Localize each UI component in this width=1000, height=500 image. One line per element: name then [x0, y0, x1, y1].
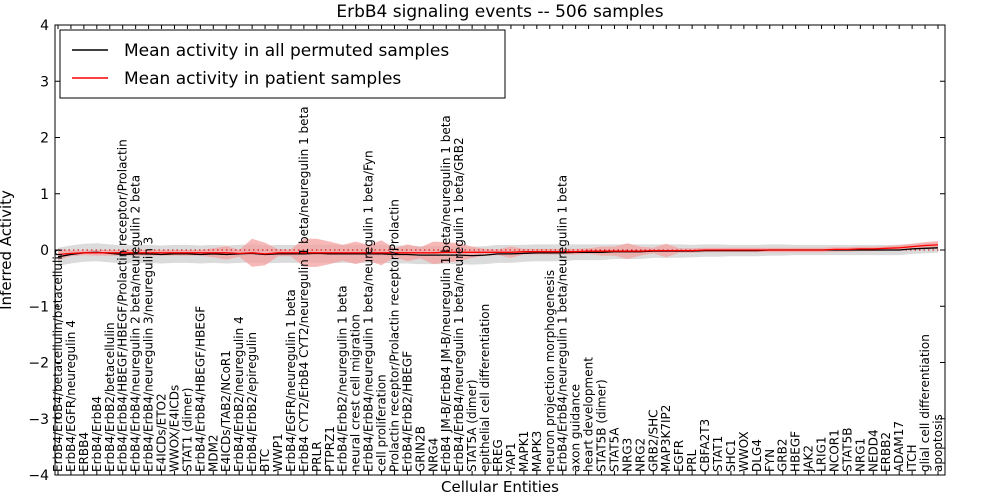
x-category-label: EREG: [491, 439, 505, 472]
legend-box: [59, 29, 506, 99]
y-tick-label: −1: [28, 299, 49, 315]
y-axis: −4 −3 −2 −1 0 1 2 3 4: [28, 18, 945, 484]
plot-area: [55, 238, 945, 267]
x-category-label: ErbB4/ErbB4/betacellulin/betacellulin: [51, 249, 65, 472]
legend-label-patient: Mean activity in patient samples: [124, 69, 401, 89]
x-category-label: MAPK3: [530, 431, 544, 472]
legend-label-permuted: Mean activity in all permuted samples: [124, 41, 449, 61]
x-category-label: WWOX: [737, 431, 751, 472]
y-tick-label: −2: [28, 356, 49, 372]
x-category-label: ErbB4/ErbB4/HBEGF/HBEGF: [193, 306, 207, 472]
x-category-label: ErbB4/ErbB4/neuregulin 2 beta/neuregulin…: [129, 175, 143, 472]
x-category-label: epithelial cell differentiation: [478, 304, 492, 472]
x-category-label: NRG2: [633, 438, 647, 472]
x-category-label: HBEGF: [789, 431, 803, 472]
x-category-label: ErbB4/ErbB4/HBEGF/HBEGF/Prolactin recept…: [116, 139, 130, 472]
x-category-label: STAT5B (dimer): [595, 379, 609, 472]
x-category-label: ErbB4/ErbB2/HBEGF: [400, 351, 414, 472]
x-category-label: STAT5B: [840, 427, 854, 472]
x-category-label: ErbB4/ErbB4/neuregulin 3/neuregulin 3: [142, 237, 156, 472]
x-category-label: PTPRZ1: [323, 426, 337, 472]
x-category-label: STAT1 (dimer): [180, 388, 194, 472]
x-category-label: WWP1: [271, 433, 285, 472]
y-tick-label: 3: [40, 74, 49, 90]
x-category-label: NEDD4: [866, 429, 880, 472]
x-category-label: NCOR1: [828, 429, 842, 472]
x-category-label: ErbB4/ErbB4: [90, 396, 104, 472]
x-category-label: ADAM17: [892, 421, 906, 472]
y-tick-label: 4: [40, 18, 49, 34]
chart-title: ErbB4 signaling events -- 506 samples: [336, 2, 663, 22]
x-category-label: ErbB4/ErbB2/neuregulin 4: [232, 316, 246, 472]
x-category-label: ErbB4/ErbB2/neuregulin 1 beta: [336, 285, 350, 472]
x-category-label: MAP3K7IP2: [659, 405, 673, 472]
x-category-label: heart development: [582, 357, 596, 472]
x-category-label: apoptosis: [931, 414, 945, 472]
x-category-label: NRG1: [853, 438, 867, 472]
x-category-label: STAT5A: [608, 427, 622, 472]
x-category-label: E4ICDs/ETO2: [155, 393, 169, 472]
x-category-label: MAPK1: [517, 431, 531, 472]
y-tick-label: −3: [28, 412, 49, 428]
x-category-label: MDM2: [206, 434, 220, 472]
x-category-label: GRB2/SHC: [646, 409, 660, 472]
x-category-label: GRB2: [776, 438, 790, 472]
x-category-label: PRLR: [310, 441, 324, 472]
x-category-label: cell proliferation: [375, 374, 389, 472]
x-category-label: ERBB4: [77, 432, 91, 472]
x-category-label: ERBB2: [879, 432, 893, 472]
x-category-label: PRL: [685, 449, 699, 472]
x-category-label: NRG4: [426, 438, 440, 472]
x-category-label: ErbB4/EGFR/neuregulin 4: [64, 320, 78, 472]
x-category-label: E4ICDs/TAB2/NCoR1: [219, 350, 233, 472]
x-category-label: glial cell differentiation: [918, 334, 932, 472]
plot-frame: [54, 24, 946, 476]
x-category-label: CBFA2T3: [698, 419, 712, 472]
x-category-label: ErbB4/EGFR/neuregulin 1 beta: [284, 289, 298, 472]
x-category-label: EGFR: [672, 440, 686, 472]
y-tick-label: 0: [40, 243, 49, 259]
x-category-label: ErbB4 JM-B/ErbB4 JM-B/neuregulin 1 beta/…: [439, 115, 453, 472]
x-category-label: neuron projection morphogenesis: [543, 270, 557, 472]
x-category-label: BTC: [258, 449, 272, 472]
x-category-label: ErbB4/ErbB2/betacellulin: [103, 322, 117, 472]
x-axis: ErbB4/ErbB4/betacellulin/betacellulinErb…: [51, 25, 945, 475]
y-tick-label: 1: [40, 187, 49, 203]
x-category-label: Prolactin receptor/Prolactin receptor/Pr…: [388, 199, 402, 472]
y-axis-label: Inferred Activity: [0, 190, 15, 310]
x-axis-label: Cellular Entities: [441, 478, 559, 496]
x-category-label: ErbB4/ErbB2/epiregulin: [245, 332, 259, 472]
x-category-label: ErbB4 CYT2/ErbB4 CYT2/neuregulin 1 beta/…: [297, 106, 311, 472]
x-category-label: ErbB4/ErbB4/neuregulin 1 beta/neuregulin…: [452, 137, 466, 472]
x-category-label: axon guidance: [569, 384, 583, 472]
x-category-label: GRIN2B: [413, 426, 427, 472]
x-category-label: neural crest cell migration: [349, 314, 363, 472]
y-tick-label: −4: [28, 468, 49, 484]
x-category-label: WWOX/E4ICDs: [168, 385, 182, 472]
x-category-label: NRG3: [620, 438, 634, 472]
y-tick-label: 2: [40, 131, 49, 147]
legend: Mean activity in all permuted samples Me…: [59, 29, 506, 99]
x-category-label: LRIG1: [815, 436, 829, 472]
x-category-label: SHC1: [724, 439, 738, 472]
x-category-label: JAK2: [802, 445, 816, 473]
x-category-label: STAT1: [711, 436, 725, 472]
x-category-label: STAT5A (dimer): [465, 379, 479, 472]
x-category-label: ErbB4/ErbB4/neuregulin 1 beta/neuregulin…: [556, 175, 570, 472]
series-line-patient: [57, 244, 939, 256]
x-category-label: FYN: [763, 449, 777, 472]
x-category-label: YAP1: [504, 442, 518, 472]
x-category-label: ITCH: [905, 444, 919, 472]
x-category-label: DLG4: [750, 439, 764, 472]
x-category-label: ErbB4/ErbB4/neuregulin 1 beta/neuregulin…: [362, 150, 376, 472]
